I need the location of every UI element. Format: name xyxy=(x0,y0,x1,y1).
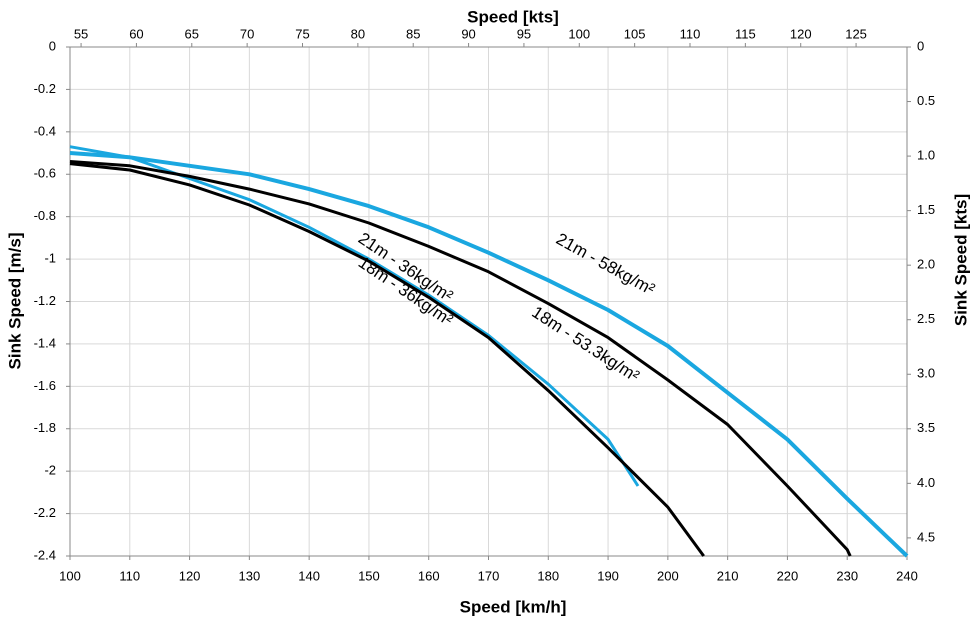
y2-tick-label: 1.5 xyxy=(917,202,935,217)
y-tick-label: -0.2 xyxy=(34,81,56,96)
x-tick-label: 150 xyxy=(358,568,380,583)
series-line xyxy=(69,162,705,557)
x-tick-label: 230 xyxy=(836,568,858,583)
x2-tick-label: 65 xyxy=(185,26,199,41)
x-tick-label: 210 xyxy=(717,568,739,583)
x-tick-label: 200 xyxy=(657,568,679,583)
top-axis-title: Speed [kts] xyxy=(467,7,559,26)
y2-tick-label: 1.0 xyxy=(917,148,935,163)
y-tick-label: -2.4 xyxy=(34,547,56,562)
y2-tick-label: 2.0 xyxy=(917,257,935,272)
x-axis-title: Speed [km/h] xyxy=(460,597,567,616)
y2-tick-label: 3.5 xyxy=(917,420,935,435)
x2-tick-label: 105 xyxy=(624,26,646,41)
y-tick-label: -2.2 xyxy=(34,505,56,520)
series-line xyxy=(69,151,909,558)
x-tick-label: 180 xyxy=(537,568,559,583)
x2-tick-label: 125 xyxy=(845,26,867,41)
y-tick-label: -0.4 xyxy=(34,123,56,138)
y-tick-label: -1.8 xyxy=(34,420,56,435)
y-tick-label: -0.6 xyxy=(34,166,56,181)
y2-tick-label: 4.5 xyxy=(917,529,935,544)
y-tick-label: -1.4 xyxy=(34,335,56,350)
x-tick-label: 240 xyxy=(896,568,918,583)
y2-tick-label: 2.5 xyxy=(917,311,935,326)
x-tick-label: 100 xyxy=(59,568,81,583)
x-tick-label: 140 xyxy=(298,568,320,583)
x2-tick-label: 100 xyxy=(568,26,590,41)
y2-tick-label: 0 xyxy=(917,38,924,53)
x2-tick-label: 110 xyxy=(680,26,701,41)
y2-tick-label: 3.0 xyxy=(917,366,935,381)
x2-tick-label: 85 xyxy=(406,26,420,41)
x2-tick-label: 55 xyxy=(74,26,88,41)
y2-axis-title: Sink Speed [kts] xyxy=(951,194,970,326)
plot-border xyxy=(69,46,908,557)
y-tick-label: -2 xyxy=(44,463,56,478)
y-tick-label: 0 xyxy=(49,38,56,53)
x-tick-label: 160 xyxy=(418,568,440,583)
x-tick-label: 110 xyxy=(119,568,140,583)
y-tick-label: -1 xyxy=(44,251,56,266)
x2-tick-label: 70 xyxy=(240,26,254,41)
x2-tick-label: 115 xyxy=(735,26,756,41)
x2-tick-label: 95 xyxy=(517,26,531,41)
x2-tick-label: 75 xyxy=(295,26,309,41)
x2-tick-label: 60 xyxy=(129,26,143,41)
x-tick-label: 220 xyxy=(777,568,799,583)
x-tick-label: 190 xyxy=(597,568,619,583)
x-tick-label: 120 xyxy=(179,568,201,583)
y2-tick-label: 0.5 xyxy=(917,93,935,108)
y2-tick-label: 4.0 xyxy=(917,475,935,490)
x-tick-label: 130 xyxy=(239,568,261,583)
series-line xyxy=(69,160,852,557)
y-tick-label: -1.2 xyxy=(34,293,56,308)
x2-tick-label: 90 xyxy=(461,26,475,41)
y-tick-label: -0.8 xyxy=(34,208,56,223)
y-tick-label: -1.6 xyxy=(34,378,56,393)
y-axis-title: Sink Speed [m/s] xyxy=(5,233,24,370)
x2-tick-label: 120 xyxy=(790,26,812,41)
x-tick-label: 170 xyxy=(478,568,500,583)
x2-tick-label: 80 xyxy=(351,26,365,41)
